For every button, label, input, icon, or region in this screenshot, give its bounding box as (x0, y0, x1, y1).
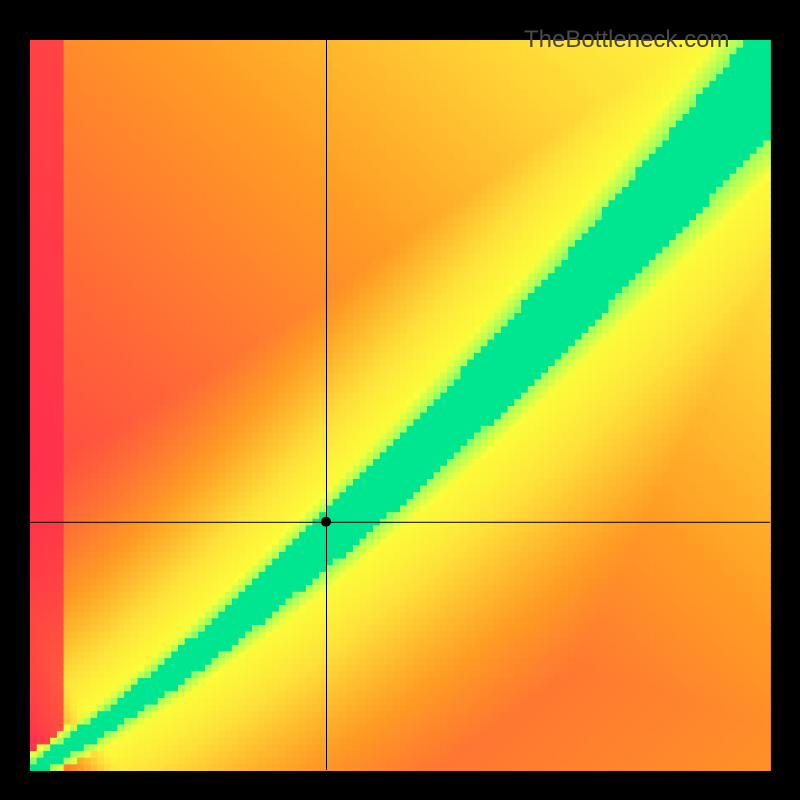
watermark-text: TheBottleneck.com (524, 26, 729, 54)
chart-container: { "type": "heatmap", "watermark": { "tex… (0, 0, 800, 800)
crosshair-overlay (0, 0, 800, 800)
